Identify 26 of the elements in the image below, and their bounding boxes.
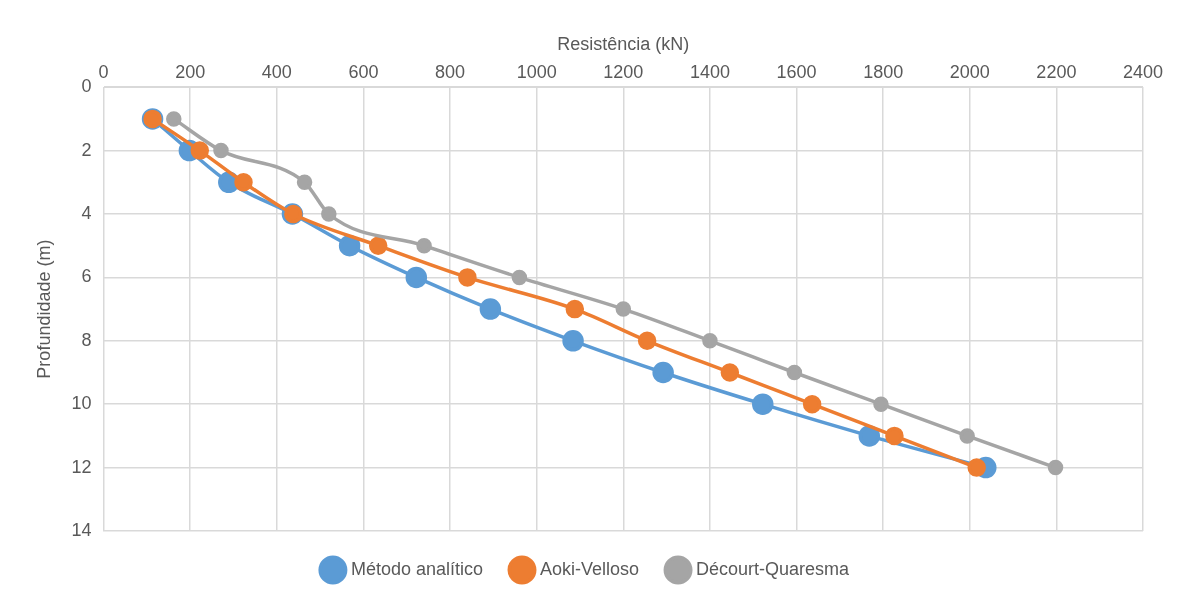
y-tick-label: 6: [81, 266, 92, 287]
y-axis-title: Profundidade (m): [33, 239, 54, 379]
legend-label: Décourt-Quaresma: [696, 558, 851, 579]
x-tick-label: 1400: [689, 62, 730, 83]
y-tick-label: 8: [81, 329, 92, 350]
y-tick-label: 10: [71, 393, 92, 414]
y-tick-label: 14: [71, 519, 92, 540]
x-tick-label: 1000: [516, 62, 557, 83]
x-axis-title: Resistência (kN): [557, 33, 690, 54]
x-tick-label: 1800: [863, 62, 904, 83]
y-tick-label: 2: [81, 139, 92, 160]
x-tick-label: 200: [175, 62, 206, 83]
x-tick-label: 800: [435, 62, 466, 83]
x-tick-label: 1200: [603, 62, 644, 83]
x-tick-label: 400: [261, 62, 292, 83]
x-tick-label: 2000: [949, 62, 990, 83]
y-tick-label: 12: [71, 456, 92, 477]
y-tick-label: 4: [81, 202, 92, 223]
y-tick-label: 0: [81, 76, 92, 97]
x-tick-label: 600: [348, 62, 379, 83]
x-tick-label: 0: [98, 62, 109, 83]
legend-label: Aoki-Velloso: [539, 558, 640, 579]
x-tick-label: 2200: [1036, 62, 1077, 83]
legend-label: Método analítico: [350, 558, 483, 579]
x-tick-label: 1600: [776, 62, 817, 83]
x-tick-label: 2400: [1122, 62, 1164, 83]
